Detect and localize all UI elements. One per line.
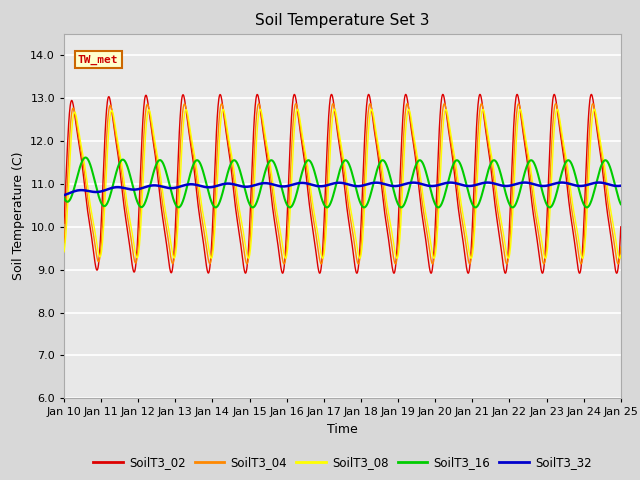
SoilT3_08 (331, 107, 339, 112)
Line: SoilT3_32: SoilT3_32 (64, 182, 621, 195)
SoilT3_08 (60, 249, 68, 255)
SoilT3_16 (246, 203, 254, 209)
SoilT3_16 (617, 201, 625, 207)
SoilT3_16 (429, 196, 437, 202)
SoilT3_04 (429, 260, 437, 266)
SoilT3_32 (170, 185, 178, 191)
Line: SoilT3_08: SoilT3_08 (64, 109, 621, 258)
SoilT3_08 (429, 254, 437, 260)
Line: SoilT3_04: SoilT3_04 (64, 104, 621, 264)
SoilT3_16 (184, 179, 192, 185)
SoilT3_02 (170, 245, 178, 251)
SoilT3_16 (502, 191, 509, 197)
SoilT3_16 (60, 195, 68, 201)
SoilT3_08 (551, 117, 559, 122)
SoilT3_08 (170, 255, 178, 261)
SoilT3_04 (246, 237, 254, 242)
SoilT3_04 (60, 240, 68, 245)
SoilT3_32 (551, 181, 559, 187)
Legend: SoilT3_02, SoilT3_04, SoilT3_08, SoilT3_16, SoilT3_32: SoilT3_02, SoilT3_04, SoilT3_08, SoilT3_… (89, 452, 596, 474)
SoilT3_04 (502, 259, 509, 265)
SoilT3_08 (246, 249, 254, 255)
SoilT3_16 (583, 204, 591, 210)
Line: SoilT3_02: SoilT3_02 (64, 95, 621, 273)
Y-axis label: Soil Temperature (C): Soil Temperature (C) (12, 152, 25, 280)
SoilT3_02 (552, 95, 559, 100)
SoilT3_08 (502, 247, 509, 252)
SoilT3_02 (184, 121, 191, 127)
SoilT3_08 (616, 255, 623, 261)
SoilT3_16 (82, 155, 90, 160)
SoilT3_04 (551, 102, 559, 108)
SoilT3_32 (184, 181, 191, 187)
Line: SoilT3_16: SoilT3_16 (64, 157, 621, 207)
SoilT3_08 (617, 252, 625, 258)
SoilT3_02 (246, 212, 254, 218)
SoilT3_02 (617, 224, 625, 230)
SoilT3_02 (513, 92, 521, 97)
SoilT3_02 (502, 270, 509, 276)
SoilT3_02 (316, 270, 324, 276)
SoilT3_04 (184, 117, 191, 122)
SoilT3_16 (171, 200, 179, 205)
SoilT3_32 (617, 183, 625, 189)
SoilT3_32 (246, 183, 254, 189)
SoilT3_32 (60, 192, 68, 198)
SoilT3_02 (429, 259, 437, 265)
Title: Soil Temperature Set 3: Soil Temperature Set 3 (255, 13, 429, 28)
X-axis label: Time: Time (327, 423, 358, 436)
SoilT3_16 (551, 195, 559, 201)
SoilT3_04 (403, 101, 411, 107)
SoilT3_32 (429, 183, 436, 189)
Text: TW_met: TW_met (78, 55, 118, 65)
SoilT3_32 (502, 183, 509, 189)
SoilT3_04 (617, 244, 625, 250)
SoilT3_04 (614, 261, 622, 267)
SoilT3_32 (595, 180, 603, 185)
SoilT3_02 (60, 220, 68, 226)
SoilT3_04 (170, 255, 178, 261)
SoilT3_08 (184, 112, 191, 118)
